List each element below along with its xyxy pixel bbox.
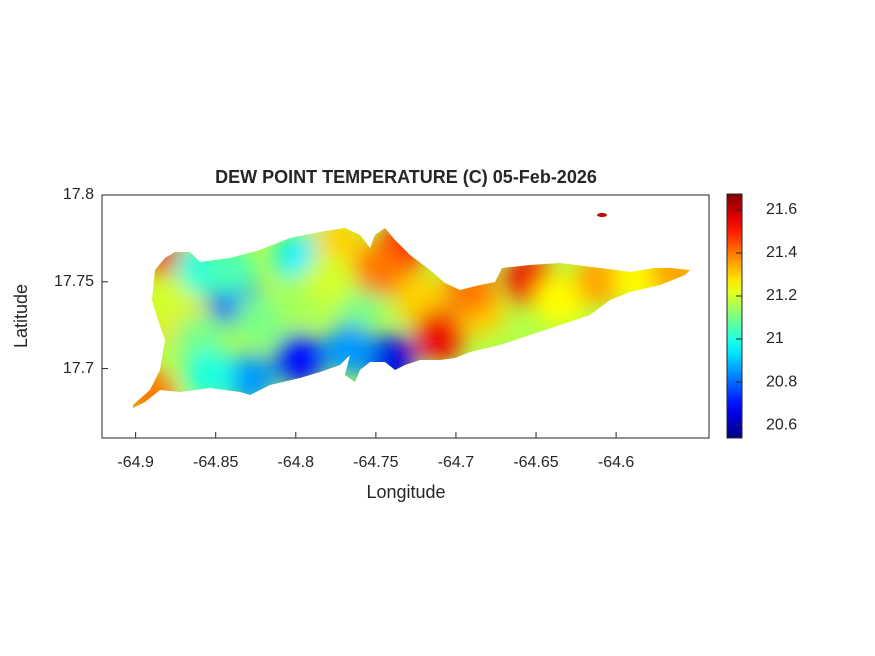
field-sample [183, 348, 236, 401]
colorbar-tick-label: 21 [766, 330, 784, 347]
field-sample [413, 308, 466, 361]
x-tick-label: -64.6 [598, 454, 635, 471]
y-tick-label: 17.8 [63, 186, 94, 203]
chart-title: DEW POINT TEMPERATURE (C) 05-Feb-2026 [215, 167, 597, 187]
colorbar [726, 193, 743, 439]
field-sample [273, 333, 326, 386]
y-tick-label: 17.7 [63, 360, 94, 377]
y-tick-label: 17.75 [54, 273, 94, 290]
y-axis-label: Latitude [11, 284, 31, 348]
colorbar-tick-label: 21.6 [766, 201, 797, 218]
field-sample [534, 273, 587, 326]
x-tick-label: -64.65 [513, 454, 558, 471]
x-tick-label: -64.9 [117, 454, 154, 471]
field-sample [323, 323, 376, 376]
field-sample [233, 293, 286, 346]
field-sample [353, 243, 406, 296]
x-tick-label: -64.7 [438, 454, 475, 471]
field-sample [303, 253, 356, 306]
colorbar-tick-label: 20.6 [766, 416, 797, 433]
x-tick-label: -64.75 [353, 454, 398, 471]
colorbar-tick-label: 21.2 [766, 287, 797, 304]
x-axis-label: Longitude [366, 482, 445, 502]
x-tick-label: -64.8 [278, 454, 315, 471]
colorbar-tick-label: 20.8 [766, 373, 797, 390]
x-tick-label: -64.85 [193, 454, 238, 471]
colorbar-tick-label: 21.4 [766, 244, 797, 261]
